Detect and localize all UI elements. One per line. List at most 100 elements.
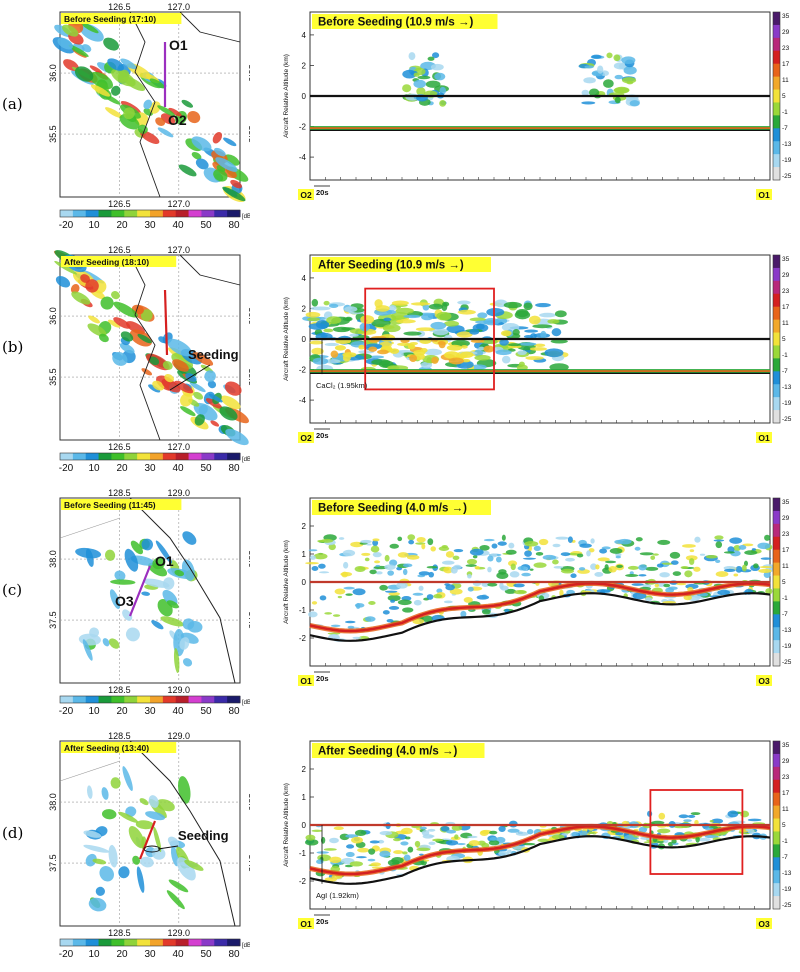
echo-blob bbox=[167, 338, 192, 357]
echo-cell bbox=[418, 585, 424, 591]
colorbar-swatch bbox=[72, 210, 87, 217]
y-tick-label: -2 bbox=[299, 123, 307, 132]
echo-cell bbox=[332, 614, 341, 617]
echo-cell bbox=[415, 327, 435, 332]
echo-band bbox=[309, 825, 771, 876]
echo-blob bbox=[118, 866, 130, 879]
y-tick-label: 2 bbox=[302, 765, 307, 774]
row-label: (a) bbox=[2, 95, 23, 113]
echo-cell bbox=[744, 550, 758, 555]
echo-cell bbox=[423, 859, 430, 862]
echo-blob bbox=[135, 820, 154, 830]
echo-cell bbox=[466, 558, 478, 565]
echo-blob bbox=[191, 136, 212, 152]
colorbar-swatch bbox=[188, 453, 202, 460]
echo-blob bbox=[142, 578, 170, 588]
echo-cell bbox=[329, 856, 342, 864]
colorbar-swatch bbox=[773, 766, 780, 781]
colorbar-swatch bbox=[773, 293, 780, 308]
echo-cell bbox=[590, 563, 598, 570]
echo-blob bbox=[166, 890, 185, 910]
echo-cell bbox=[383, 317, 392, 322]
echo-cell bbox=[425, 80, 441, 88]
echo-blob bbox=[125, 627, 140, 642]
echo-blob bbox=[181, 559, 195, 581]
echo-cell bbox=[613, 62, 628, 70]
panel-row: (d) Seeding After Seeding (13:40) 128.5 128.… bbox=[0, 729, 800, 972]
echo-blob bbox=[74, 66, 94, 82]
echo-blob bbox=[162, 577, 175, 590]
echo-cell bbox=[683, 595, 692, 601]
end-label-bg bbox=[756, 918, 772, 929]
lat-tick-label: 35.5 bbox=[247, 368, 250, 386]
lat-tick-label: 35.5 bbox=[247, 125, 250, 143]
colorbar-swatch bbox=[773, 523, 780, 538]
echo-cell bbox=[351, 836, 363, 844]
echo-blob bbox=[81, 44, 92, 53]
echo-cell bbox=[421, 615, 434, 623]
echo-cell bbox=[436, 311, 452, 321]
echo-blob bbox=[122, 609, 133, 621]
echo-cell bbox=[354, 829, 367, 837]
echo-cell bbox=[507, 828, 520, 833]
echo-cell bbox=[489, 836, 498, 841]
echo-cell bbox=[397, 536, 403, 542]
lat-tick-label: 37.5 bbox=[48, 854, 58, 872]
colorbar-swatch bbox=[773, 575, 780, 589]
echo-cell bbox=[388, 305, 397, 311]
echo-cell bbox=[412, 592, 424, 596]
echo-blob bbox=[112, 351, 128, 366]
echo-cell bbox=[503, 301, 522, 309]
echo-cell bbox=[709, 820, 714, 823]
echo-cell bbox=[407, 534, 416, 541]
colorbar-swatch bbox=[773, 549, 780, 564]
echo-cell bbox=[427, 56, 435, 61]
echo-cell bbox=[416, 87, 426, 96]
echo-cell bbox=[661, 562, 675, 565]
echo-cell bbox=[683, 819, 692, 823]
echo-cell bbox=[396, 319, 416, 324]
echo-cell bbox=[374, 560, 381, 564]
echo-cell bbox=[753, 563, 759, 569]
echo-cell bbox=[375, 571, 383, 575]
echo-cell bbox=[439, 99, 447, 107]
echo-blob bbox=[224, 154, 240, 166]
echo-cell bbox=[342, 549, 356, 557]
echo-blob bbox=[152, 380, 165, 391]
echo-cell bbox=[495, 349, 512, 356]
echo-blob bbox=[128, 825, 145, 849]
row-label: (c) bbox=[2, 581, 23, 599]
colorbar-swatch bbox=[150, 696, 164, 703]
echo-cell bbox=[372, 551, 382, 558]
echo-blob bbox=[139, 798, 149, 806]
y-tick-label: -2 bbox=[299, 877, 307, 886]
seeding-pointer bbox=[169, 364, 211, 391]
echo-blob bbox=[164, 373, 174, 383]
end-label: O2 bbox=[300, 190, 312, 200]
colorbar-tick: -20 bbox=[59, 463, 74, 474]
echo-cell bbox=[547, 319, 560, 324]
highlight-box bbox=[364, 287, 495, 391]
y-axis-label: Aircraft Relative Altitude (km) bbox=[283, 540, 290, 624]
echo-blob bbox=[230, 179, 242, 189]
echo-cell bbox=[496, 572, 509, 579]
profile-title-bg bbox=[312, 743, 485, 758]
echo-cell bbox=[403, 331, 422, 336]
radar-map: Seeding After Seeding (13:40) 128.5 128.5 12… bbox=[48, 731, 250, 960]
echo-cell bbox=[500, 585, 509, 591]
colorbar-swatch bbox=[214, 939, 228, 946]
border-line bbox=[179, 11, 241, 43]
colorbar-swatch bbox=[214, 453, 228, 460]
colorbar-tick: 50 bbox=[200, 706, 212, 717]
echo-blob bbox=[110, 777, 121, 789]
end-label-bg bbox=[298, 432, 314, 443]
echo-blob bbox=[124, 548, 139, 572]
echo-cell bbox=[713, 539, 725, 542]
echo-cell bbox=[320, 538, 334, 543]
map-annotation: O1 bbox=[155, 553, 174, 569]
echo-cell bbox=[456, 331, 473, 338]
echo-cell bbox=[475, 320, 495, 324]
echo-cell bbox=[501, 534, 506, 541]
colorbar-swatch bbox=[773, 536, 780, 551]
echo-blob bbox=[107, 58, 124, 71]
